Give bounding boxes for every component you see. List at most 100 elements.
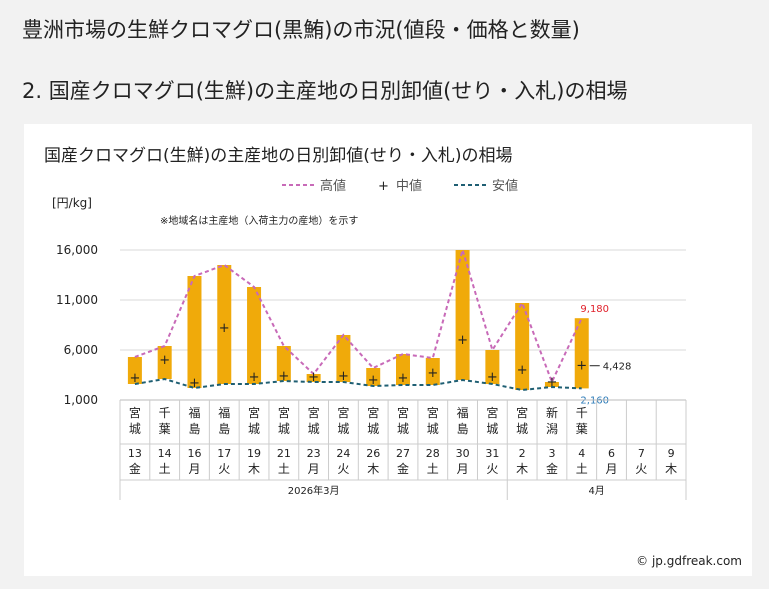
weekday-label: 金 [397,461,409,476]
mid-price-marker: + [517,363,528,378]
legend-label: 高値 [320,178,346,194]
weekday-label: 火 [635,462,647,476]
origin-label: 宮 [516,405,528,420]
origin-label: 宮 [308,405,320,420]
y-tick-label: 16,000 [56,243,98,257]
price-range-bar [336,335,351,382]
weekday-label: 月 [606,462,618,476]
weekday-label: 火 [218,462,230,476]
mid-price-marker: + [368,373,379,388]
region-note: ※地域名は主産地（入荷主力の産地）を示す [160,214,358,227]
price-chart: 1,000 6,000 11,000 16,000 [円/kg] ※地域名は主産地（入荷主… [52,178,687,500]
data-label: 4,428 [603,362,632,373]
price-range-bar [455,250,470,380]
price-range-bar [276,346,291,381]
weekday-label: 木 [367,462,379,476]
price-range-bar [306,374,321,382]
origin-label: 城 [248,422,260,436]
origin-label: 宮 [397,405,409,420]
price-range-bar [247,287,262,384]
origin-label: 島 [188,421,200,436]
day-label: 17 [217,447,231,460]
chart-card: 1,000 6,000 11,000 16,000 [円/kg] ※地域名は主産地（入荷主… [24,124,752,576]
price-range-bar [515,303,530,390]
weekday-label: 金 [546,461,558,476]
origin-label: 城 [278,422,290,436]
price-range-bar [366,368,381,386]
origin-label: 宮 [248,405,260,420]
day-label: 27 [396,447,410,460]
section-title: 2. 国産クロマグロ(生鮮)の主産地の日別卸値(せり・入札)の相場 [22,79,628,103]
origin-label: 城 [427,422,439,436]
price-range-bar [574,318,589,389]
price-range-bar [485,350,500,384]
low-price-line [134,377,582,392]
origin-label: 宮 [278,405,290,420]
origin-label: 宮 [367,405,379,420]
weekday-label: 木 [248,462,260,476]
mid-price-marker: + [398,371,409,386]
chart-title: 国産クロマグロ(生鮮)の主産地の日別卸値(せり・入札)の相場 [44,146,513,166]
origin-label: 葉 [576,422,588,436]
day-label: 13 [128,447,142,460]
weekday-label: 土 [427,462,439,476]
day-label: 4 [578,447,585,460]
weekday-label: 木 [665,462,677,476]
month-label: 2026年3月 [288,484,340,497]
legend-label: 安値 [492,178,518,194]
day-label: 26 [366,447,380,460]
weekday-label: 月 [188,462,200,476]
weekday-label: 火 [337,462,349,476]
mid-price-marker: + [189,376,200,391]
mid-price-marker: + [129,371,140,386]
day-label: 30 [456,447,470,460]
origin-label: 福 [188,405,200,420]
high-price-line [134,246,583,385]
mid-price-marker: + [546,375,557,390]
y-tick-label: 1,000 [64,393,98,407]
weekday-label: 土 [576,462,588,476]
day-label: 31 [485,447,499,460]
day-label: 21 [277,447,291,460]
origin-label: 城 [486,422,498,436]
origin-label: 宮 [427,405,439,420]
day-label: 9 [668,447,675,460]
origin-label: 宮 [486,405,498,420]
unit-label: [円/kg] [52,196,92,210]
weekday-label: 月 [308,462,320,476]
weekday-label: 金 [129,461,141,476]
price-range-bar [396,354,410,385]
month-label: 4月 [588,485,604,497]
mid-price-marker: + [219,321,230,336]
origin-label: 城 [367,422,379,436]
weekday-label: 土 [278,462,290,476]
origin-label: 千 [159,406,171,420]
price-range-bar [425,358,440,385]
data-label: 2,160 [580,395,609,406]
mid-price-marker: + [338,369,349,384]
day-label: 23 [307,447,321,460]
origin-label: 葉 [159,422,171,436]
day-label: 28 [426,447,440,460]
mid-price-marker: + [576,359,587,374]
weekday-label: 木 [516,462,528,476]
legend-label: 中値 [396,178,422,194]
day-label: 16 [187,447,201,460]
origin-label: 城 [337,422,349,436]
origin-label: 城 [129,422,141,436]
mid-price-marker: + [159,353,170,368]
day-label: 3 [548,447,555,460]
mid-price-marker: + [249,370,260,385]
origin-label: 千 [576,406,588,420]
origin-label: 城 [308,422,320,436]
y-tick-label: 6,000 [64,343,98,357]
origin-label: 城 [397,422,409,436]
price-range-bar [187,276,202,388]
day-label: 7 [638,447,645,460]
mid-price-marker: + [427,366,438,381]
origin-label: 宮 [337,405,349,420]
y-tick-label: 11,000 [56,293,98,307]
mid-price-marker: + [308,370,319,385]
price-range-bar [157,346,172,379]
mid-price-marker: + [457,333,468,348]
